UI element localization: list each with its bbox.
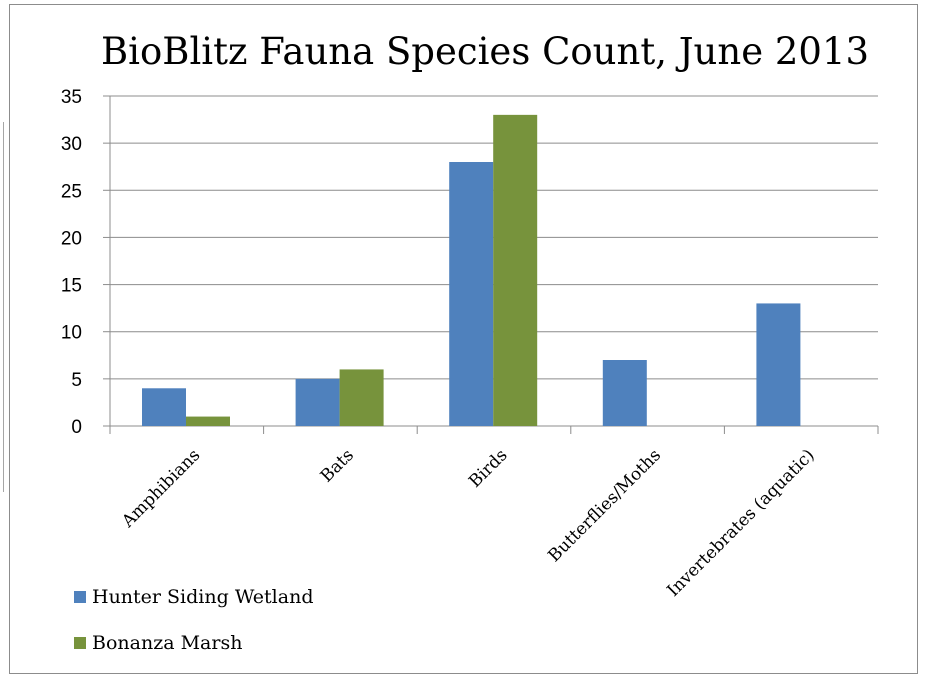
y-tick-label: 35 (61, 87, 82, 108)
y-tick-label: 25 (61, 181, 82, 202)
legend-swatch-bonanza (74, 637, 86, 649)
x-category-label: Amphibians (118, 445, 205, 532)
window-edge (0, 122, 4, 492)
bar (756, 303, 801, 426)
y-tick-label: 30 (61, 134, 82, 155)
x-category-label: Invertebrates (aquatic) (663, 445, 818, 600)
bar (295, 378, 340, 426)
bar (449, 162, 494, 426)
bar (602, 360, 647, 426)
x-category-label: Bats (317, 445, 358, 486)
y-tick-label: 5 (71, 370, 82, 391)
chart-title: BioBlitz Fauna Species Count, June 2013 (100, 30, 870, 73)
y-tick-label: 20 (61, 228, 82, 249)
legend-swatch-hunter (74, 591, 86, 603)
legend-label-hunter: Hunter Siding Wetland (92, 586, 314, 608)
bar (339, 369, 384, 426)
legend-label-bonanza: Bonanza Marsh (92, 632, 243, 654)
y-tick-label: 10 (61, 323, 82, 344)
bar (186, 416, 230, 426)
x-category-label: Birds (465, 445, 511, 491)
bar (493, 114, 538, 426)
y-tick-label: 15 (61, 276, 82, 297)
legend-item-hunter: Hunter Siding Wetland (74, 586, 313, 608)
x-category-label: Butterflies/Moths (544, 445, 665, 566)
legend-item-bonanza: Bonanza Marsh (74, 632, 242, 654)
bar (142, 388, 186, 426)
y-tick-label: 0 (71, 417, 82, 438)
